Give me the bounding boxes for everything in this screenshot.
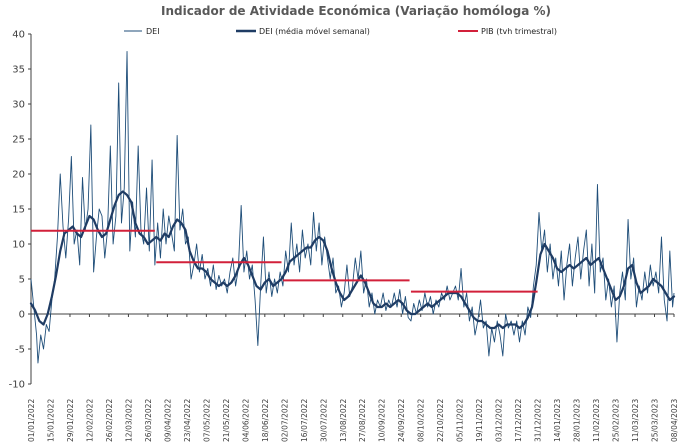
x-tick-label: 31/12/2022 (534, 399, 543, 442)
y-tick-label: 30 (12, 100, 25, 111)
x-tick-label: 08/10/2022 (417, 399, 426, 442)
x-tick-label: 24/09/2022 (397, 399, 406, 442)
x-tick-label: 05/11/2022 (456, 399, 465, 442)
x-tick-label: 12/02/2022 (85, 399, 94, 442)
x-tick-label: 07/05/2022 (202, 399, 211, 442)
x-tick-label: 28/01/2023 (573, 399, 582, 442)
x-tick-label: 12/03/2022 (124, 399, 133, 442)
series-line-dei-weekly (29, 190, 676, 330)
x-axis: 01/01/2022 15/01/2022 29/01/2022 12/02/2022… (27, 313, 679, 442)
y-tick-label: -5 (15, 345, 25, 356)
x-tick-label: 17/12/2022 (514, 399, 523, 442)
y-tick-label: 20 (12, 170, 25, 181)
x-tick-label: 25/03/2023 (651, 399, 660, 442)
x-tick-label: 29/01/2022 (66, 399, 75, 442)
y-tick-label: 0 (19, 310, 25, 321)
legend: DEI DEI (média móvel semanal) PIB (tvh t… (124, 26, 557, 36)
x-tick-label: 03/12/2022 (495, 399, 504, 442)
x-tick-label: 15/01/2022 (46, 399, 55, 442)
x-tick-label: 11/03/2023 (631, 399, 640, 442)
y-tick-label: 10 (12, 240, 25, 251)
x-tick-label: 26/02/2022 (105, 399, 114, 442)
x-tick-label: 04/06/2022 (241, 399, 250, 442)
y-tick-label: 25 (12, 135, 25, 146)
legend-label-pib: PIB (tvh trimestral) (481, 27, 557, 36)
x-tick-label: 18/06/2022 (261, 399, 270, 442)
x-tick-label: 09/04/2022 (163, 399, 172, 442)
y-tick-label: 40 (12, 30, 25, 41)
x-tick-label: 19/11/2022 (475, 399, 484, 442)
series-line-dei (30, 51, 675, 364)
x-tick-label: 21/05/2022 (222, 399, 231, 442)
y-axis: -10 -5 0 5 10 15 20 25 30 35 40 (9, 30, 32, 391)
x-tick-label: 26/03/2022 (144, 399, 153, 442)
x-tick-label: 02/07/2022 (280, 399, 289, 442)
y-tick-label: 15 (12, 205, 25, 216)
x-tick-label: 30/07/2022 (319, 399, 328, 442)
x-tick-label: 16/07/2022 (300, 399, 309, 442)
y-tick-label: 5 (19, 275, 25, 286)
y-tick-label: 35 (12, 65, 25, 76)
series-layer (29, 51, 676, 364)
x-tick-label: 01/01/2022 (27, 399, 36, 442)
x-tick-label: 27/08/2022 (358, 399, 367, 442)
x-tick-label: 25/02/2023 (612, 399, 621, 442)
chart-title: Indicador de Atividade Económica (Variaç… (161, 4, 551, 18)
legend-label-dei: DEI (146, 27, 160, 36)
x-tick-label: 11/02/2023 (592, 399, 601, 442)
x-tick-label: 23/04/2022 (183, 399, 192, 442)
x-tick-label: 14/01/2023 (553, 399, 562, 442)
x-tick-label: 10/09/2022 (378, 399, 387, 442)
x-tick-label: 13/08/2022 (339, 399, 348, 442)
x-tick-label: 22/10/2022 (436, 399, 445, 442)
legend-label-dei-weekly: DEI (média móvel semanal) (259, 26, 370, 36)
y-tick-label: -10 (9, 380, 25, 391)
x-tick-label: 08/04/2023 (670, 399, 679, 442)
